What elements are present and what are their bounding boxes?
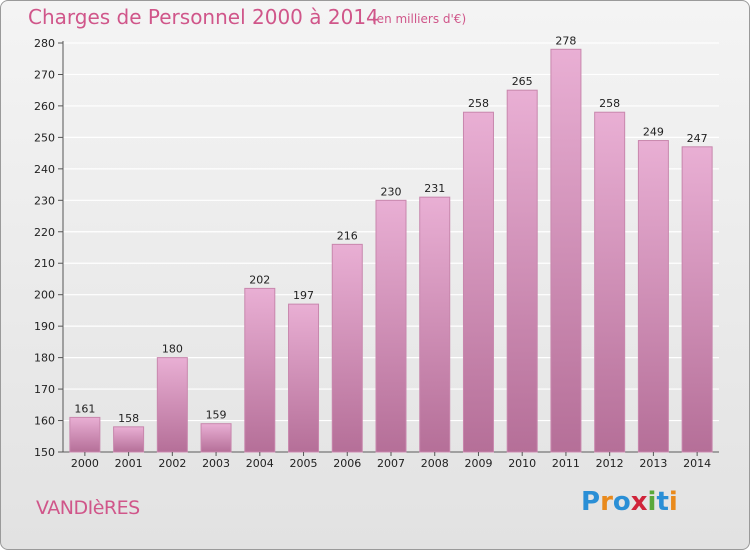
bar	[550, 48, 582, 453]
chart-subtitle: (en milliers d'€)	[372, 12, 467, 26]
y-tick-label: 230	[34, 194, 55, 207]
data-label: 258	[599, 97, 620, 110]
x-tick-label: 2006	[333, 457, 361, 470]
commune-name: VANDIèRES	[36, 497, 140, 519]
data-label: 202	[249, 273, 270, 286]
y-tick-label: 160	[34, 415, 55, 428]
logo-letter: t	[656, 487, 669, 517]
bar	[244, 287, 276, 453]
bar	[681, 146, 713, 453]
x-tick-label: 2010	[508, 457, 536, 470]
logo-letter: r	[600, 487, 613, 517]
y-tick-label: 220	[34, 226, 55, 239]
x-tick-label: 2009	[464, 457, 492, 470]
data-label: 161	[74, 402, 95, 415]
data-label: 197	[293, 289, 314, 302]
data-label: 265	[512, 75, 533, 88]
bar	[200, 423, 232, 453]
data-label: 158	[118, 412, 139, 425]
data-label: 258	[468, 97, 489, 110]
y-tick-label: 170	[34, 383, 55, 396]
x-tick-label: 2005	[290, 457, 318, 470]
bar	[156, 357, 188, 453]
bar	[506, 89, 538, 453]
y-tick-label: 200	[34, 289, 55, 302]
x-tick-label: 2001	[115, 457, 143, 470]
y-tick-label: 210	[34, 257, 55, 270]
bar	[113, 426, 145, 453]
bar	[462, 111, 494, 453]
x-tick-label: 2014	[683, 457, 711, 470]
y-tick-label: 240	[34, 163, 55, 176]
bar	[419, 196, 451, 453]
data-label: 247	[687, 132, 708, 145]
logo-letter: i	[647, 487, 657, 517]
bar	[637, 140, 669, 453]
y-tick-label: 180	[34, 352, 55, 365]
x-tick-label: 2012	[596, 457, 624, 470]
y-tick-label: 190	[34, 320, 55, 333]
y-tick-label: 280	[34, 37, 55, 50]
data-label: 216	[337, 229, 358, 242]
data-label: 180	[162, 343, 183, 356]
x-tick-label: 2002	[158, 457, 186, 470]
data-label: 231	[424, 182, 445, 195]
x-tick-label: 2003	[202, 457, 230, 470]
proxiti-logo[interactable]: Proxiti	[581, 487, 678, 517]
y-tick-label: 150	[34, 446, 55, 459]
x-tick-label: 2004	[246, 457, 274, 470]
logo-letter: o	[612, 487, 631, 517]
data-label: 230	[381, 185, 402, 198]
bar	[594, 111, 626, 453]
logo-letter: x	[630, 487, 648, 517]
logo-letter: i	[668, 487, 678, 517]
data-label: 159	[206, 409, 227, 422]
x-tick-label: 2007	[377, 457, 405, 470]
chart-title: Charges de Personnel 2000 à 2014	[28, 5, 379, 29]
data-label: 249	[643, 126, 664, 139]
y-tick-label: 260	[34, 100, 55, 113]
x-tick-label: 2013	[639, 457, 667, 470]
bar	[331, 243, 363, 453]
x-tick-label: 2011	[552, 457, 580, 470]
bar	[69, 416, 101, 453]
data-label: 278	[555, 34, 576, 47]
x-tick-label: 2008	[421, 457, 449, 470]
bar	[288, 303, 320, 453]
bar	[375, 199, 407, 453]
y-tick-label: 250	[34, 131, 55, 144]
logo-letter: P	[581, 487, 601, 517]
y-tick-label: 270	[34, 68, 55, 81]
x-tick-label: 2000	[71, 457, 99, 470]
